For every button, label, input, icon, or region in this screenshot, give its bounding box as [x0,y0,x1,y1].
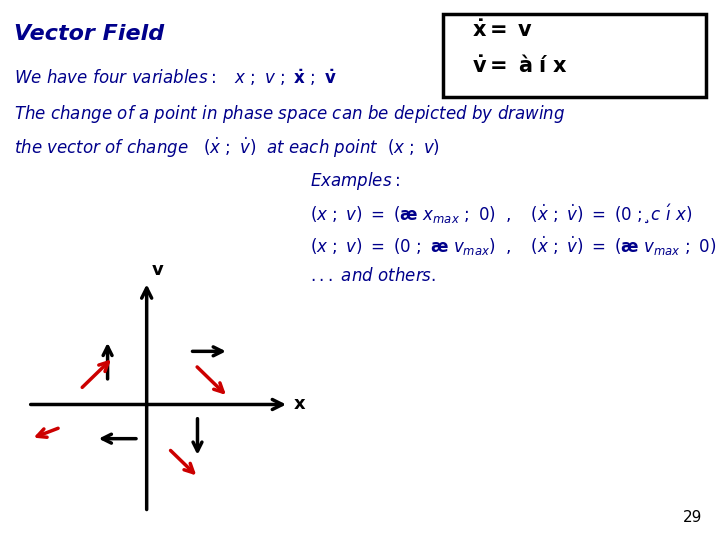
Text: $\it{the\ vector\ of\ change}$   $(\dot{x}\ ;\ \dot{v})$$\it{\ \ at\ each\ point: $\it{the\ vector\ of\ change}$ $(\dot{x}… [14,136,441,160]
Text: $\it{We\ have\ four\ variables:}$   $x\ ;\ v\ ;\ \mathbf{\dot{x}}\ ;\ \mathbf{\d: $\it{We\ have\ four\ variables:}$ $x\ ;\… [14,68,337,88]
Text: x: x [294,395,305,414]
Text: v: v [152,261,164,279]
Text: $\it{Examples:}$: $\it{Examples:}$ [310,170,400,192]
Text: $\mathbf{\dot{x}}$$\mathbf{= \ v}$: $\mathbf{\dot{x}}$$\mathbf{= \ v}$ [472,20,533,41]
Text: $\mathbf{\dot{v}}$$\mathbf{= \ à \ í \ x}$: $\mathbf{\dot{v}}$$\mathbf{= \ à \ í \ x… [472,54,567,76]
FancyBboxPatch shape [443,14,706,97]
Text: $\it{...\ and\ others.}$: $\it{...\ and\ others.}$ [310,267,436,285]
Text: 29: 29 [683,510,702,525]
Text: $\it{The\ change\ of\ a\ point\ in\ phase\ space\ can\ be\ depicted\ by\ drawing: $\it{The\ change\ of\ a\ point\ in\ phas… [14,103,566,125]
Text: $(x\ ;\ v)\ =\ (\mathbf{\ae}\ x_{max}\ ;\ 0)\ \ ,\ \ \ $$(\dot{x}\ ;\ \dot{v})\ : $(x\ ;\ v)\ =\ (\mathbf{\ae}\ x_{max}\ ;… [310,202,692,225]
Text: $(x\ ;\ v)\ =\ (0\ ;\ \mathbf{\ae}\ v_{max})\ \ ,\ \ \ $$(\dot{x}\ ;\ \dot{v})\ : $(x\ ;\ v)\ =\ (0\ ;\ \mathbf{\ae}\ v_{m… [310,235,716,258]
Text: Vector Field: Vector Field [14,24,165,44]
